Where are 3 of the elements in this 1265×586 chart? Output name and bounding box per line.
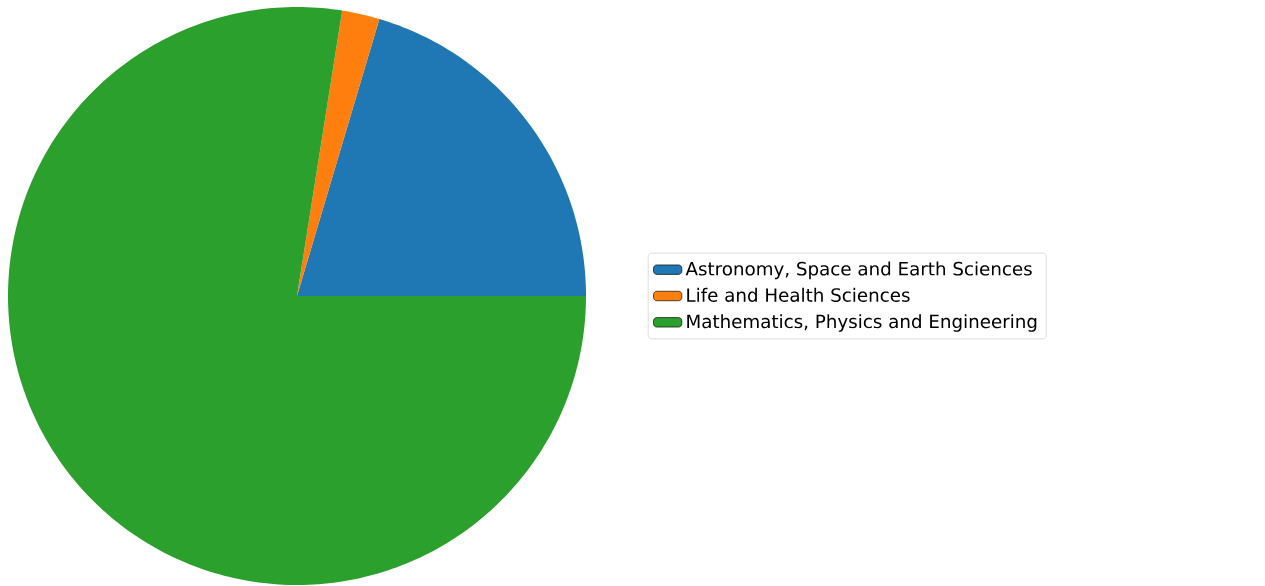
legend-label: Astronomy, Space and Earth Sciences xyxy=(685,261,1032,280)
legend-label: Life and Health Sciences xyxy=(687,287,910,302)
legend-label: Mathematics, Physics and Engineering xyxy=(687,314,1037,332)
